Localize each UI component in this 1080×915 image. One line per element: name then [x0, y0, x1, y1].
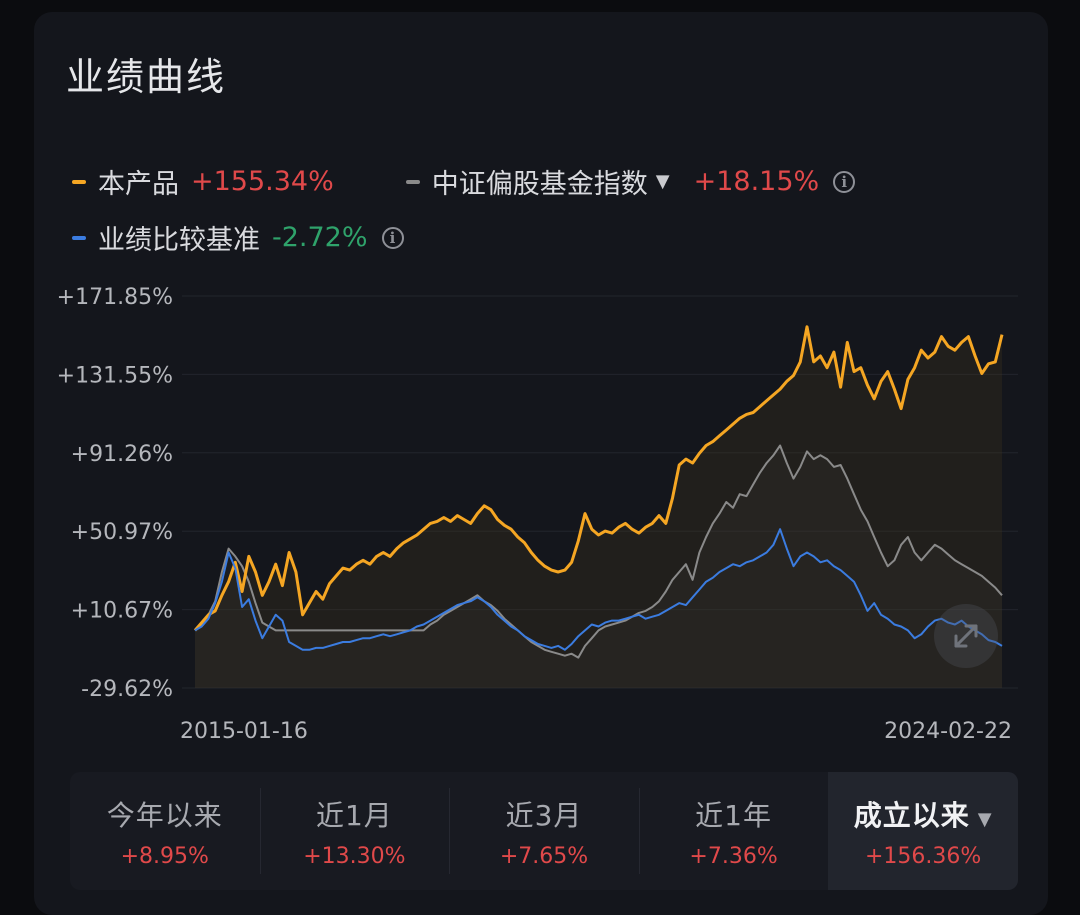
x-end-label: 2024-02-22	[884, 719, 1012, 744]
tab-value: +7.65%	[499, 843, 589, 869]
legend-product-label: 本产品	[98, 169, 179, 200]
chevron-down-icon[interactable]: ▼	[977, 808, 993, 830]
series-line	[194, 444, 1003, 659]
tab-1-year[interactable]: 近1年 +7.36%	[638, 772, 829, 890]
performance-chart: +171.85% +131.55% +91.26% +50.97% +10.67% -29…	[57, 285, 1018, 744]
tab-3-months[interactable]: 近3月 +7.65%	[449, 772, 639, 890]
info-icon[interactable]: i	[381, 226, 404, 249]
legend-row-2: 业绩比较基准 -2.72% i	[72, 218, 404, 257]
series-line	[194, 528, 1003, 651]
x-start-label: 2015-01-16	[180, 719, 308, 744]
legend-benchmark-label: 业绩比较基准	[98, 225, 260, 256]
legend-swatch-index	[405, 179, 420, 184]
y-tick-label: +131.55%	[57, 363, 173, 388]
y-tick-label: -29.62%	[81, 677, 173, 702]
tab-ytd[interactable]: 今年以来 +8.95%	[70, 772, 260, 890]
legend-benchmark-value: -2.72%	[272, 222, 368, 253]
legend-index-label: 中证偏股基金指数	[431, 169, 648, 200]
tab-label-text: 成立以来	[853, 798, 970, 832]
y-tick-label: +171.85%	[57, 285, 173, 310]
series-area	[195, 326, 1002, 688]
legend-swatch-benchmark	[72, 235, 86, 240]
legend-product-value: +155.34%	[191, 166, 334, 197]
legend-product[interactable]: 本产品 +155.34%	[72, 162, 334, 201]
legend-swatch-product	[72, 179, 86, 184]
period-tabs: 今年以来 +8.95% 近1月 +13.30% 近3月 +7.65% 近1年 +…	[70, 772, 1018, 890]
series-line	[193, 325, 1004, 632]
tab-value: +13.30%	[303, 843, 406, 869]
tab-since-inception[interactable]: 成立以来 ▼ +156.36%	[828, 772, 1018, 890]
tab-label: 近1年	[695, 798, 772, 832]
info-icon[interactable]: i	[833, 170, 856, 193]
y-tick-label: +10.67%	[71, 599, 173, 624]
series-area	[195, 445, 1002, 688]
tab-label: 近1月	[315, 798, 393, 832]
performance-card	[34, 12, 1048, 915]
legend-row-1: 本产品 +155.34% 中证偏股基金指数 ▼ +18.15% i	[72, 162, 856, 201]
tab-label: 今年以来	[106, 798, 223, 832]
page-title: 业绩曲线	[66, 55, 227, 99]
y-tick-label: +91.26%	[71, 442, 173, 467]
index-dropdown-caret-icon[interactable]: ▼	[655, 171, 670, 192]
tab-label: 近3月	[505, 798, 583, 832]
tab-value: +7.36%	[689, 843, 778, 869]
tab-value: +156.36%	[865, 843, 982, 869]
y-tick-label: +50.97%	[71, 520, 173, 545]
tab-1-month[interactable]: 近1月 +13.30%	[259, 772, 450, 890]
expand-icon	[954, 624, 978, 648]
legend-index-value: +18.15%	[693, 166, 820, 197]
legend-benchmark[interactable]: 业绩比较基准 -2.72% i	[72, 218, 404, 257]
tab-label: 成立以来 ▼	[854, 794, 993, 834]
tab-value: +8.95%	[120, 843, 209, 869]
expand-button[interactable]	[934, 604, 998, 668]
legend-index[interactable]: 中证偏股基金指数 ▼ +18.15% i	[405, 162, 856, 201]
